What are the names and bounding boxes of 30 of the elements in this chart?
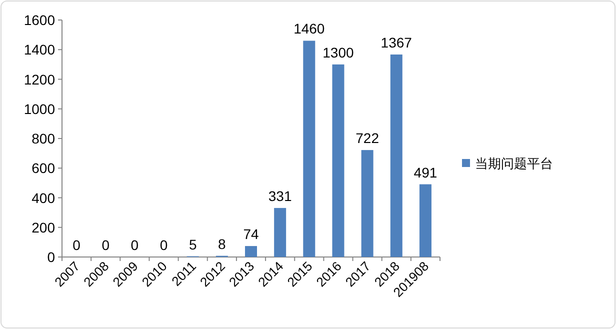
bar <box>303 40 316 257</box>
data-label: 74 <box>243 226 259 242</box>
legend-label: 当期问题平台 <box>475 156 553 171</box>
data-label: 0 <box>72 237 81 253</box>
y-tick-label: 1600 <box>24 12 56 28</box>
data-label: 0 <box>160 237 168 253</box>
data-label: 722 <box>356 130 380 146</box>
data-label: 0 <box>130 237 139 253</box>
bar <box>274 208 286 257</box>
y-tick-label: 600 <box>32 160 56 176</box>
bar <box>361 150 374 257</box>
y-tick-label: 1200 <box>24 71 56 88</box>
y-tick-label: 0 <box>47 249 56 265</box>
y-tick-label: 200 <box>32 219 56 236</box>
data-label: 5 <box>188 236 197 252</box>
data-label: 1460 <box>294 20 325 37</box>
bar <box>390 54 402 257</box>
data-label: 8 <box>218 236 226 252</box>
data-label: 0 <box>102 237 110 253</box>
bar <box>245 246 257 257</box>
y-tick-label: 800 <box>32 130 56 146</box>
data-label: 331 <box>268 188 292 204</box>
data-label: 491 <box>414 164 438 180</box>
data-label: 1300 <box>322 44 354 60</box>
bar <box>419 184 432 257</box>
bar <box>332 64 344 257</box>
y-tick-label: 1000 <box>24 100 56 117</box>
data-label: 1367 <box>380 34 412 51</box>
y-tick-label: 400 <box>32 190 56 206</box>
y-tick-label: 1400 <box>24 42 56 58</box>
